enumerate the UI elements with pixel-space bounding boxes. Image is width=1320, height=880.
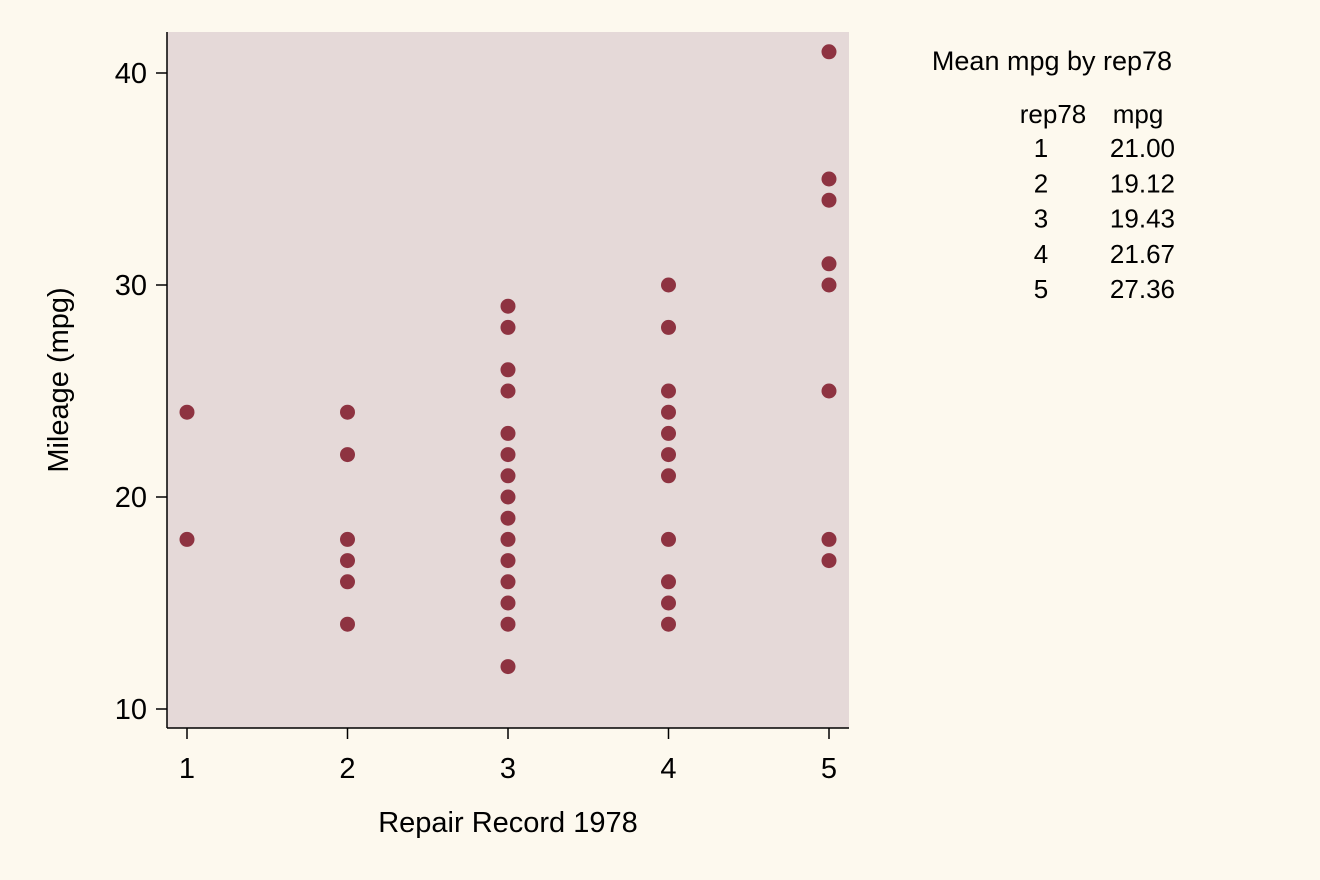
table-cell-rep78: 1 xyxy=(1034,133,1048,163)
mean-table: Mean mpg by rep78 rep78 mpg 1 21.00 2 19.12… xyxy=(932,46,1175,304)
data-point xyxy=(500,531,516,547)
plot-area xyxy=(167,32,849,728)
data-point xyxy=(500,616,516,632)
data-point xyxy=(821,383,837,399)
table-header-mpg: mpg xyxy=(1113,99,1164,129)
data-point xyxy=(500,574,516,590)
data-point xyxy=(661,595,676,611)
data-point xyxy=(500,319,516,335)
data-point xyxy=(500,425,516,441)
data-point xyxy=(821,553,837,569)
y-tick-label: 20 xyxy=(115,482,147,514)
data-point xyxy=(821,256,837,272)
table-cell-mpg: 27.36 xyxy=(1110,274,1175,304)
data-point xyxy=(821,531,837,547)
table-cell-mpg: 21.67 xyxy=(1110,239,1175,269)
data-point xyxy=(500,595,516,611)
data-point xyxy=(340,616,355,632)
data-point xyxy=(661,319,676,335)
table-cell-rep78: 4 xyxy=(1034,239,1048,269)
y-axis-label: Mileage (mpg) xyxy=(43,287,75,472)
data-point xyxy=(661,447,676,463)
x-tick-label: 4 xyxy=(660,753,676,785)
data-point xyxy=(500,659,516,675)
data-point xyxy=(179,531,195,547)
y-tick-label: 30 xyxy=(115,270,147,302)
data-point xyxy=(340,531,355,547)
table-cell-mpg: 19.43 xyxy=(1110,204,1175,234)
data-point xyxy=(661,574,676,590)
data-point xyxy=(500,362,516,378)
table-cell-mpg: 21.00 xyxy=(1110,133,1175,163)
data-point xyxy=(661,531,676,547)
data-point xyxy=(500,489,516,505)
y-tick-label: 10 xyxy=(115,694,147,726)
data-point xyxy=(340,574,355,590)
data-point xyxy=(340,553,355,569)
data-point xyxy=(500,553,516,569)
x-tick-label: 3 xyxy=(500,753,516,785)
data-point xyxy=(179,404,195,420)
x-axis-label: Repair Record 1978 xyxy=(378,807,638,839)
y-tick-label: 40 xyxy=(115,58,147,90)
data-points xyxy=(179,44,837,675)
table-cell-mpg: 19.12 xyxy=(1110,168,1175,198)
data-point xyxy=(661,404,676,420)
data-point xyxy=(500,383,516,399)
axes: 10 20 30 40 1 2 3 4 5 xyxy=(115,32,849,785)
data-point xyxy=(340,404,355,420)
x-tick-label: 1 xyxy=(179,753,195,785)
data-point xyxy=(661,425,676,441)
table-cell-rep78: 3 xyxy=(1034,204,1048,234)
table-title: Mean mpg by rep78 xyxy=(932,46,1172,76)
table-header-rep78: rep78 xyxy=(1020,99,1087,129)
data-point xyxy=(821,171,837,187)
data-point xyxy=(500,298,516,314)
data-point xyxy=(661,616,676,632)
x-tick-label: 2 xyxy=(339,753,355,785)
data-point xyxy=(661,468,676,484)
data-point xyxy=(500,468,516,484)
x-tick-label: 5 xyxy=(821,753,837,785)
data-point xyxy=(661,383,676,399)
data-point xyxy=(821,44,837,60)
data-point xyxy=(821,192,837,208)
data-point xyxy=(340,447,355,463)
data-point xyxy=(500,510,516,526)
data-point xyxy=(821,277,837,293)
data-point xyxy=(500,447,516,463)
data-point xyxy=(661,277,676,293)
table-cell-rep78: 2 xyxy=(1034,168,1048,198)
table-cell-rep78: 5 xyxy=(1034,274,1048,304)
